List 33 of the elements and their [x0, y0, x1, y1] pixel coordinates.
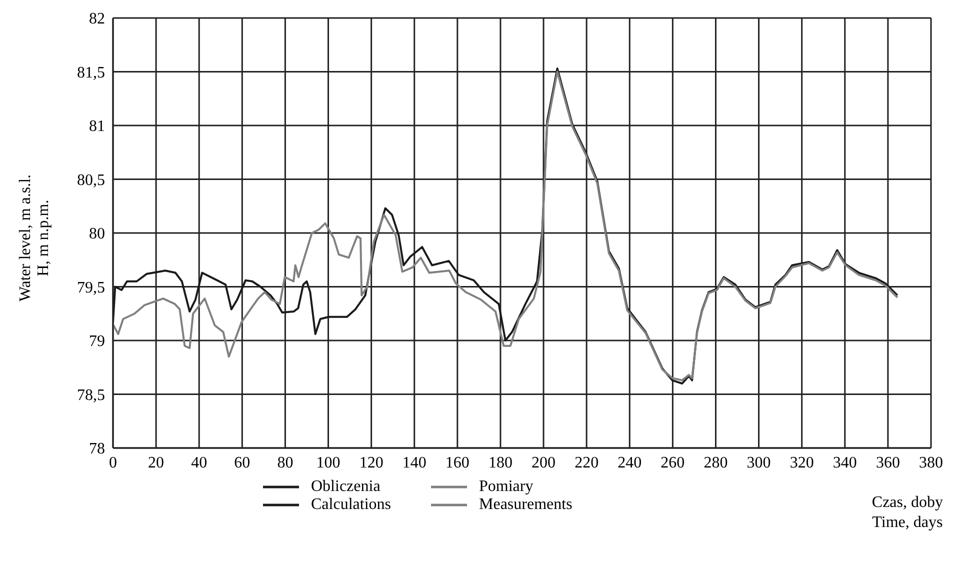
- y-tick-label: 80: [89, 226, 105, 243]
- y-tick-label: 81,5: [77, 64, 105, 82]
- y-tick-label: 78: [89, 440, 105, 458]
- x-axis-title: Czas, doby Time, days: [872, 493, 943, 533]
- y-tick-label: 79,5: [77, 279, 105, 296]
- y-tick-label: 81: [89, 118, 105, 136]
- x-tick-label: 320: [790, 454, 814, 472]
- x-tick-label: 160: [445, 454, 470, 472]
- y-tick-label: 82: [89, 10, 105, 28]
- x-tick-label: 60: [234, 454, 250, 472]
- x-tick-label: 220: [574, 454, 599, 472]
- y-tick-label: 79: [89, 333, 105, 350]
- x-tick-label: 280: [704, 454, 728, 472]
- x-tick-label: 20: [148, 454, 164, 472]
- x-tick-label: 360: [876, 454, 900, 472]
- legend-label: Obliczenia Calculations: [311, 478, 391, 514]
- x-tick-label: 240: [618, 454, 642, 472]
- legend-label: Pomiary Measurements: [478, 478, 572, 514]
- x-tick-label: 120: [359, 454, 384, 472]
- y-tick-label: 80,5: [77, 172, 105, 189]
- x-tick-label: 0: [109, 454, 117, 472]
- x-tick-label: 140: [402, 454, 426, 472]
- x-tick-label: 40: [191, 454, 208, 472]
- x-tick-label: 300: [746, 454, 771, 472]
- x-tick-label: 80: [277, 454, 294, 472]
- y-tick-label: 78,5: [77, 386, 105, 404]
- y-axis-title: Water level, m a.s.l. H, m n.p.m.: [17, 174, 52, 302]
- x-tick-label: 380: [919, 454, 943, 472]
- x-tick-label: 180: [488, 454, 512, 472]
- x-tick-label: 100: [316, 454, 340, 472]
- x-tick-label: 200: [532, 454, 556, 472]
- x-tick-label: 340: [832, 454, 857, 472]
- x-tick-label: 260: [660, 454, 685, 472]
